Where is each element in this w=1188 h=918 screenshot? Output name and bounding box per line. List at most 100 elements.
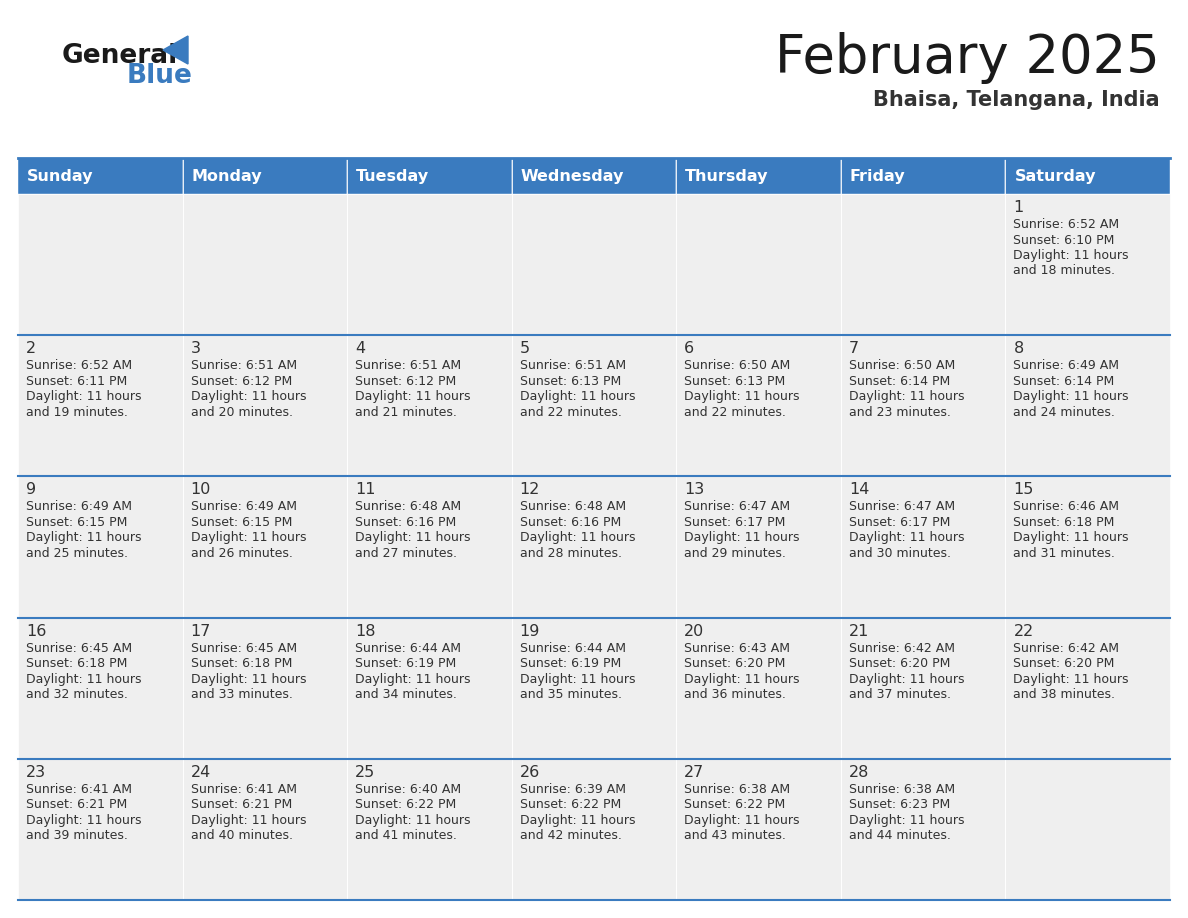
Text: 6: 6: [684, 341, 695, 356]
Text: Daylight: 11 hours: Daylight: 11 hours: [684, 390, 800, 403]
Text: Sunrise: 6:51 AM: Sunrise: 6:51 AM: [190, 359, 297, 372]
Text: and 35 minutes.: and 35 minutes.: [519, 688, 621, 701]
Text: Sunset: 6:22 PM: Sunset: 6:22 PM: [684, 799, 785, 812]
Bar: [183, 158, 347, 194]
Text: Daylight: 11 hours: Daylight: 11 hours: [519, 390, 636, 403]
Text: Sunrise: 6:44 AM: Sunrise: 6:44 AM: [519, 642, 626, 655]
Text: and 27 minutes.: and 27 minutes.: [355, 547, 457, 560]
Text: and 41 minutes.: and 41 minutes.: [355, 829, 457, 843]
Text: Sunset: 6:17 PM: Sunset: 6:17 PM: [684, 516, 785, 529]
Text: Sunset: 6:21 PM: Sunset: 6:21 PM: [190, 799, 292, 812]
Text: Sunrise: 6:49 AM: Sunrise: 6:49 AM: [190, 500, 297, 513]
Text: and 21 minutes.: and 21 minutes.: [355, 406, 457, 419]
Text: Sunrise: 6:50 AM: Sunrise: 6:50 AM: [684, 359, 790, 372]
Text: Sunset: 6:18 PM: Sunset: 6:18 PM: [190, 657, 292, 670]
Text: Sunset: 6:19 PM: Sunset: 6:19 PM: [519, 657, 621, 670]
Text: Daylight: 11 hours: Daylight: 11 hours: [190, 390, 307, 403]
Text: and 31 minutes.: and 31 minutes.: [1013, 547, 1116, 560]
Text: General: General: [62, 43, 178, 69]
Bar: [676, 476, 841, 618]
Text: 12: 12: [519, 482, 541, 498]
Text: 20: 20: [684, 623, 704, 639]
Text: and 44 minutes.: and 44 minutes.: [849, 829, 950, 843]
Bar: [676, 618, 841, 759]
Bar: [512, 335, 676, 476]
Bar: [18, 759, 183, 900]
Text: Sunrise: 6:52 AM: Sunrise: 6:52 AM: [1013, 218, 1119, 231]
Text: Sunset: 6:15 PM: Sunset: 6:15 PM: [190, 516, 292, 529]
Text: and 28 minutes.: and 28 minutes.: [519, 547, 621, 560]
Text: Sunrise: 6:39 AM: Sunrise: 6:39 AM: [519, 783, 626, 796]
Bar: [347, 618, 512, 759]
Text: and 19 minutes.: and 19 minutes.: [26, 406, 128, 419]
Text: Sunset: 6:12 PM: Sunset: 6:12 PM: [190, 375, 292, 387]
Text: Sunset: 6:21 PM: Sunset: 6:21 PM: [26, 799, 127, 812]
Text: and 22 minutes.: and 22 minutes.: [519, 406, 621, 419]
Text: February 2025: February 2025: [776, 32, 1159, 84]
Bar: [183, 759, 347, 900]
Text: 13: 13: [684, 482, 704, 498]
Bar: [841, 335, 1005, 476]
Bar: [676, 759, 841, 900]
Text: 3: 3: [190, 341, 201, 356]
Text: Sunrise: 6:49 AM: Sunrise: 6:49 AM: [1013, 359, 1119, 372]
Text: 18: 18: [355, 623, 375, 639]
Text: Daylight: 11 hours: Daylight: 11 hours: [190, 532, 307, 544]
Bar: [512, 476, 676, 618]
Text: Sunrise: 6:45 AM: Sunrise: 6:45 AM: [190, 642, 297, 655]
Bar: [512, 618, 676, 759]
Bar: [18, 158, 183, 194]
Text: Sunset: 6:15 PM: Sunset: 6:15 PM: [26, 516, 127, 529]
Text: 21: 21: [849, 623, 870, 639]
Text: 25: 25: [355, 765, 375, 779]
Bar: [347, 194, 512, 335]
Text: 23: 23: [26, 765, 46, 779]
Text: Sunrise: 6:40 AM: Sunrise: 6:40 AM: [355, 783, 461, 796]
Text: Sunrise: 6:44 AM: Sunrise: 6:44 AM: [355, 642, 461, 655]
Text: 27: 27: [684, 765, 704, 779]
Text: and 42 minutes.: and 42 minutes.: [519, 829, 621, 843]
Text: and 34 minutes.: and 34 minutes.: [355, 688, 457, 701]
Text: 14: 14: [849, 482, 870, 498]
Text: 16: 16: [26, 623, 46, 639]
Bar: [18, 194, 183, 335]
Bar: [18, 618, 183, 759]
Text: Sunset: 6:20 PM: Sunset: 6:20 PM: [849, 657, 950, 670]
Text: Daylight: 11 hours: Daylight: 11 hours: [26, 532, 141, 544]
Text: 8: 8: [1013, 341, 1024, 356]
Text: and 25 minutes.: and 25 minutes.: [26, 547, 128, 560]
Text: Sunset: 6:23 PM: Sunset: 6:23 PM: [849, 799, 950, 812]
Text: 17: 17: [190, 623, 211, 639]
Text: 28: 28: [849, 765, 870, 779]
Text: Sunset: 6:10 PM: Sunset: 6:10 PM: [1013, 233, 1114, 247]
Text: and 30 minutes.: and 30 minutes.: [849, 547, 950, 560]
Text: 7: 7: [849, 341, 859, 356]
Text: Daylight: 11 hours: Daylight: 11 hours: [26, 813, 141, 827]
Bar: [183, 194, 347, 335]
Bar: [841, 194, 1005, 335]
Text: 11: 11: [355, 482, 375, 498]
Text: Daylight: 11 hours: Daylight: 11 hours: [190, 673, 307, 686]
Text: and 29 minutes.: and 29 minutes.: [684, 547, 786, 560]
Text: 24: 24: [190, 765, 210, 779]
Text: Daylight: 11 hours: Daylight: 11 hours: [519, 532, 636, 544]
Text: Sunset: 6:16 PM: Sunset: 6:16 PM: [355, 516, 456, 529]
Bar: [183, 618, 347, 759]
Text: Sunrise: 6:47 AM: Sunrise: 6:47 AM: [684, 500, 790, 513]
Bar: [676, 158, 841, 194]
Text: Daylight: 11 hours: Daylight: 11 hours: [1013, 532, 1129, 544]
Text: Sunrise: 6:38 AM: Sunrise: 6:38 AM: [849, 783, 955, 796]
Text: Sunrise: 6:51 AM: Sunrise: 6:51 AM: [355, 359, 461, 372]
Bar: [676, 194, 841, 335]
Text: Friday: Friday: [849, 169, 905, 184]
Text: Bhaisa, Telangana, India: Bhaisa, Telangana, India: [873, 90, 1159, 110]
Bar: [347, 158, 512, 194]
Text: and 26 minutes.: and 26 minutes.: [190, 547, 292, 560]
Bar: [676, 335, 841, 476]
Bar: [512, 759, 676, 900]
Text: and 33 minutes.: and 33 minutes.: [190, 688, 292, 701]
Text: Daylight: 11 hours: Daylight: 11 hours: [355, 673, 470, 686]
Text: Sunset: 6:20 PM: Sunset: 6:20 PM: [1013, 657, 1114, 670]
Text: and 36 minutes.: and 36 minutes.: [684, 688, 786, 701]
Text: Sunset: 6:19 PM: Sunset: 6:19 PM: [355, 657, 456, 670]
